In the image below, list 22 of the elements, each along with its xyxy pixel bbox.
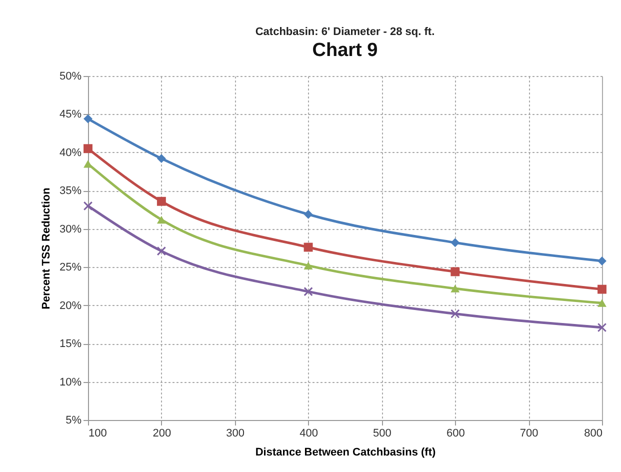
y-tick-label: 35%: [59, 185, 82, 198]
y-tick-label: 15%: [59, 338, 82, 350]
x-tick-label: 100: [88, 428, 107, 440]
chart-subtitle: Catchbasin: 6' Diameter - 28 sq. ft.: [255, 26, 435, 38]
x-tick-label: 200: [152, 428, 172, 440]
y-tick-label: 50%: [59, 70, 82, 82]
y-tick-label: 20%: [59, 300, 82, 312]
y-tick-label: 10%: [59, 376, 82, 388]
y-tick-label: 5%: [66, 414, 82, 426]
x-tick-label: 700: [520, 428, 538, 440]
y-tick-label: 45%: [59, 108, 82, 121]
x-tick-label: 300: [226, 428, 245, 440]
x-tick-label: 400: [300, 428, 318, 440]
x-tick-label: 800: [584, 428, 602, 440]
y-tick-label: 30%: [59, 223, 82, 236]
y-tick-label: 40%: [59, 146, 82, 159]
chart-title: Chart 9: [312, 40, 378, 61]
y-tick-label: 25%: [59, 262, 82, 274]
x-tick-label: 500: [373, 428, 392, 440]
y-axis-title: Percent TSS Reduction: [40, 187, 52, 310]
x-tick-label: 600: [446, 428, 465, 440]
x-axis-title: Distance Between Catchbasins (ft): [255, 446, 436, 458]
